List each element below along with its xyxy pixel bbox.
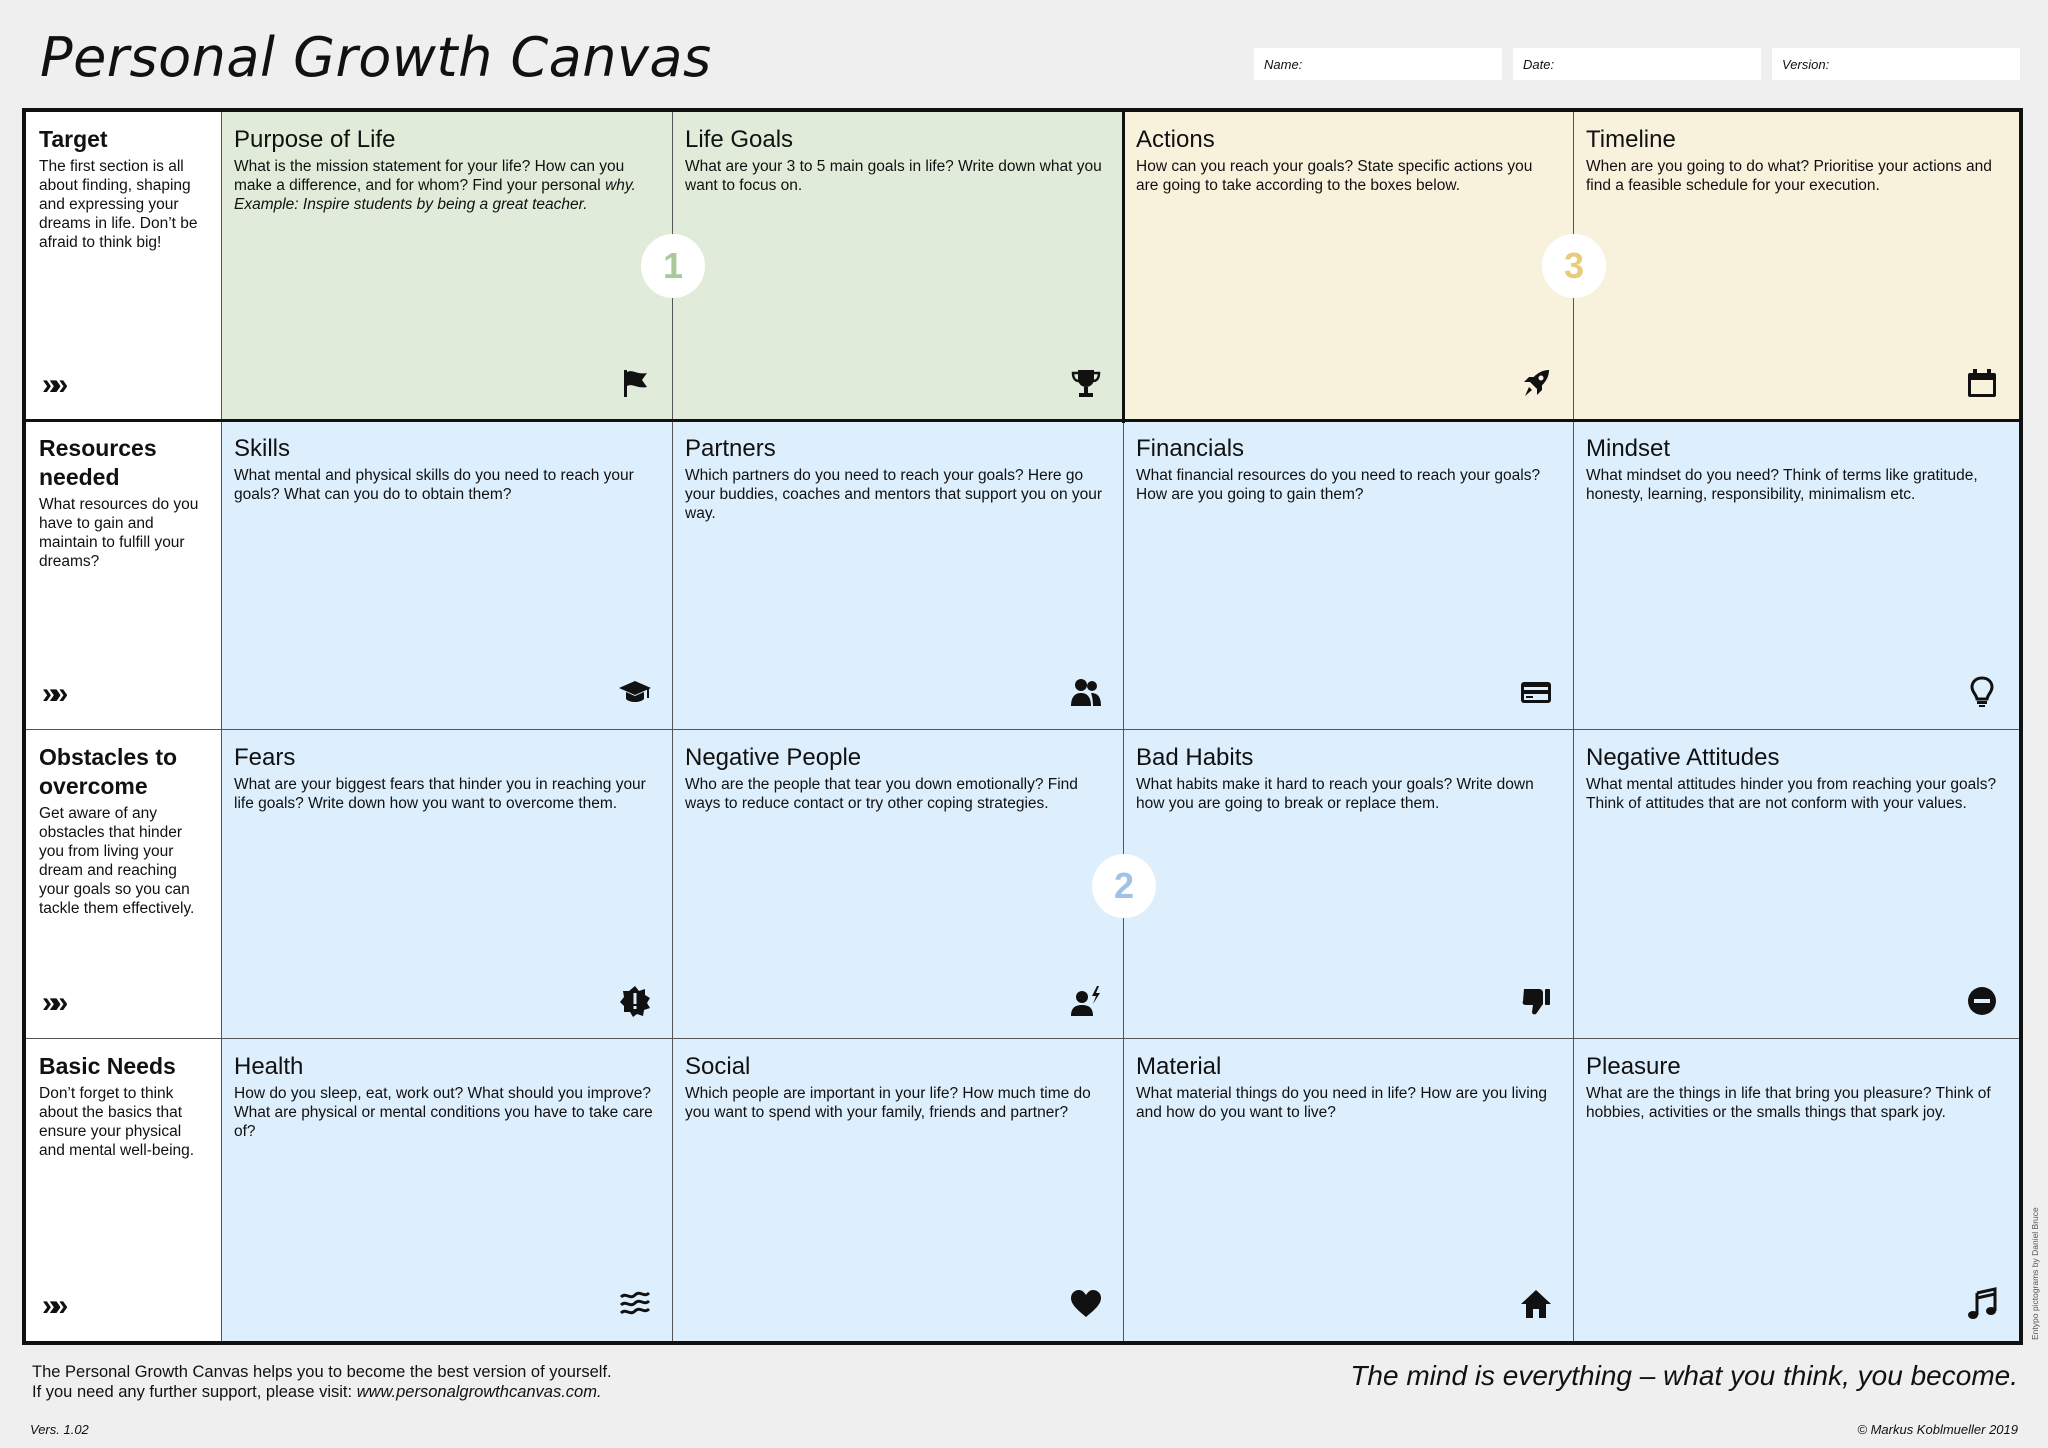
cell-pleasure[interactable]: Pleasure What are the things in life tha…: [1574, 1039, 2019, 1341]
cell-title: Partners: [685, 435, 776, 462]
cell-material[interactable]: Material What material things do you nee…: [1124, 1039, 1574, 1341]
cell-negative-attitudes[interactable]: Negative Attitudes What mental attitudes…: [1574, 730, 2019, 1039]
cell-title: Life Goals: [685, 126, 794, 153]
cell-skills[interactable]: Skills What mental and physical skills d…: [222, 421, 673, 730]
cell-health[interactable]: Health How do you sleep, eat, work out? …: [222, 1039, 673, 1341]
graduation-cap-icon: [619, 681, 651, 702]
flag-icon: [624, 370, 647, 397]
cell-title: Timeline: [1586, 126, 1676, 153]
cell-title: Bad Habits: [1136, 744, 1254, 771]
section-marker-2: 2: [1092, 854, 1156, 918]
cell-description: What mindset do you need? Think of terms…: [1586, 467, 1978, 503]
cell-description: Which partners do you need to reach your…: [685, 467, 1103, 522]
cell-financials[interactable]: Financials What financial resources do y…: [1124, 421, 1574, 730]
row-description: The first section is all about finding, …: [39, 158, 198, 251]
cell-title: Fears: [234, 744, 296, 771]
cell-description: What are the things in life that bring y…: [1586, 1085, 1991, 1121]
water-waves-icon: [619, 1291, 651, 1315]
cell-mindset[interactable]: Mindset What mindset do you need? Think …: [1574, 421, 2019, 730]
cell-life-goals[interactable]: Life Goals What are your 3 to 5 main goa…: [673, 112, 1124, 421]
version-field[interactable]: Version:: [1772, 48, 2020, 80]
page-title: Personal Growth Canvas: [40, 26, 712, 89]
warning-burst-icon: [620, 986, 650, 1017]
person-lightning-icon: [1071, 986, 1100, 1016]
date-field[interactable]: Date:: [1513, 48, 1761, 80]
section-divider: [1122, 112, 1125, 423]
cell-title: Negative Attitudes: [1586, 744, 1780, 771]
cell-title: Material: [1136, 1053, 1222, 1080]
cell-title: Actions: [1136, 126, 1215, 153]
cell-description: What mental and physical skills do you n…: [234, 467, 634, 503]
cell-description: What financial resources do you need to …: [1136, 467, 1541, 503]
row-label-obstacles: Obstacles to overcome Get aware of any o…: [26, 730, 222, 1039]
row-description: What resources do you have to gain and m…: [39, 496, 199, 570]
chevron-icon: »»: [42, 677, 69, 710]
cell-description: What material things do you need in life…: [1136, 1085, 1547, 1121]
cell-purpose-of-life[interactable]: Purpose of Life What is the mission stat…: [222, 112, 673, 421]
cell-description: What are your 3 to 5 main goals in life?…: [685, 158, 1102, 194]
version-label: Vers. 1.02: [30, 1422, 89, 1437]
rocket-icon: [1524, 370, 1549, 396]
footer-line-2: If you need any further support, please …: [32, 1383, 602, 1401]
cell-timeline[interactable]: Timeline When are you going to do what? …: [1574, 112, 2019, 421]
cell-title: Pleasure: [1586, 1053, 1681, 1080]
chevron-icon: »»: [42, 1289, 69, 1322]
row-description: Don’t forget to think about the basics t…: [39, 1085, 195, 1159]
footer-link[interactable]: www.personalgrowthcanvas.com.: [356, 1383, 602, 1401]
section-divider: [26, 419, 2019, 422]
minus-circle-icon: [1968, 987, 1996, 1015]
section-marker-3: 3: [1542, 234, 1606, 298]
thumbs-down-icon: [1522, 989, 1550, 1015]
row-title: Obstacles to overcome: [39, 744, 178, 799]
cell-description: What is the mission statement for your l…: [234, 158, 636, 213]
footer-line-1: The Personal Growth Canvas helps you to …: [32, 1363, 612, 1381]
heart-icon: [1071, 1290, 1101, 1317]
cell-description: Which people are important in your life?…: [685, 1085, 1091, 1121]
row-label-resources: Resources needed What resources do you h…: [26, 421, 222, 730]
row-label-basic-needs: Basic Needs Don’t forget to think about …: [26, 1039, 222, 1341]
name-field[interactable]: Name:: [1254, 48, 1502, 80]
credit-card-icon: [1521, 682, 1551, 703]
copyright: © Markus Koblmueller 2019: [1857, 1422, 2018, 1437]
trophy-icon: [1071, 370, 1101, 397]
cell-description: How can you reach your goals? State spec…: [1136, 158, 1533, 194]
cell-description: How do you sleep, eat, work out? What sh…: [234, 1085, 653, 1140]
row-label-target: Target The first section is all about fi…: [26, 112, 222, 421]
row-title: Basic Needs: [39, 1053, 176, 1079]
row-title: Resources needed: [39, 435, 157, 490]
chevron-icon: »»: [42, 986, 69, 1019]
cell-negative-people[interactable]: Negative People Who are the people that …: [673, 730, 1124, 1039]
footer-text: The Personal Growth Canvas helps you to …: [32, 1362, 612, 1402]
cell-partners[interactable]: Partners Which partners do you need to r…: [673, 421, 1124, 730]
cell-title: Purpose of Life: [234, 126, 396, 153]
cell-description: When are you going to do what? Prioritis…: [1586, 158, 1992, 194]
section-marker-1: 1: [641, 234, 705, 298]
cell-title: Skills: [234, 435, 291, 462]
cell-description: What mental attitudes hinder you from re…: [1586, 776, 1997, 812]
cell-actions[interactable]: Actions How can you reach your goals? St…: [1124, 112, 1574, 421]
cell-title: Health: [234, 1053, 304, 1080]
footer-quote: The mind is everything – what you think,…: [1350, 1360, 2018, 1391]
canvas-grid: Target The first section is all about fi…: [22, 108, 2023, 1345]
cell-fears[interactable]: Fears What are your biggest fears that h…: [222, 730, 673, 1039]
cell-title: Negative People: [685, 744, 862, 771]
music-note-icon: [1968, 1287, 1997, 1319]
cell-description: Who are the people that tear you down em…: [685, 776, 1078, 812]
row-title: Target: [39, 126, 108, 152]
cell-description: What habits make it hard to reach your g…: [1136, 776, 1534, 812]
cell-title: Social: [685, 1053, 751, 1080]
row-description: Get aware of any obstacles that hinder y…: [39, 805, 195, 917]
users-icon: [1071, 679, 1101, 706]
cell-description: What are your biggest fears that hinder …: [234, 776, 646, 812]
calendar-icon: [1968, 369, 1996, 397]
icon-credit: Entypo pictograms by Daniel Bruce: [2030, 1207, 2040, 1340]
chevron-icon: »»: [42, 368, 69, 401]
cell-title: Mindset: [1586, 435, 1671, 462]
home-icon: [1521, 1290, 1551, 1318]
cell-title: Financials: [1136, 435, 1245, 462]
light-bulb-icon: [1970, 676, 1994, 707]
cell-bad-habits[interactable]: Bad Habits What habits make it hard to r…: [1124, 730, 1574, 1039]
cell-social[interactable]: Social Which people are important in you…: [673, 1039, 1124, 1341]
